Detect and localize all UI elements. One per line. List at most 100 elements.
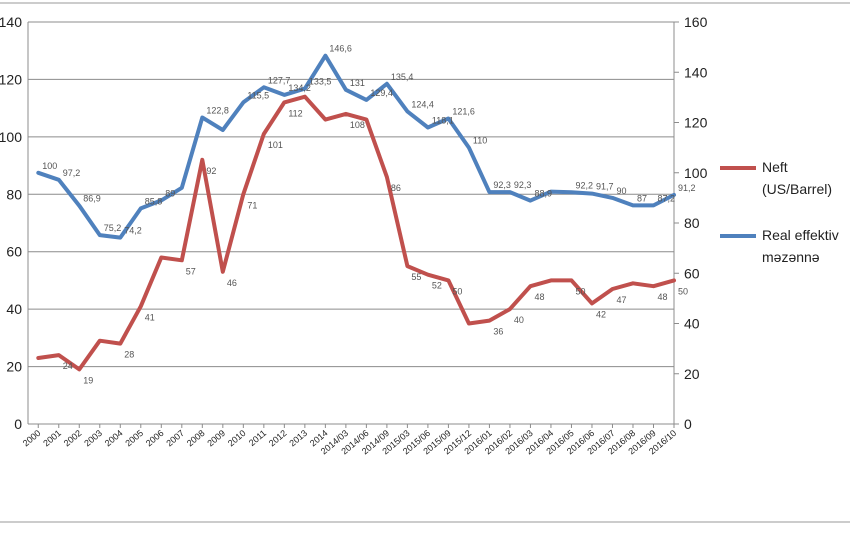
data-label: 108 bbox=[350, 120, 365, 130]
data-label: 100 bbox=[42, 161, 57, 171]
series-1-point bbox=[426, 126, 430, 130]
series-line-0 bbox=[36, 94, 676, 372]
series-0-point bbox=[344, 112, 348, 116]
data-label: 92 bbox=[206, 166, 216, 176]
left-y-axis: 0 20 40 60 80 100 120 140 bbox=[0, 14, 29, 432]
legend: Neft (US/Barrel) Real effektiv məzənnə bbox=[720, 159, 839, 265]
series-0-point bbox=[241, 192, 245, 196]
x-tick-label: 2009 bbox=[205, 428, 227, 449]
data-label: 52 bbox=[432, 281, 442, 291]
data-label: 48 bbox=[534, 292, 544, 302]
data-label: 24 bbox=[63, 361, 73, 371]
left-tick-label: 120 bbox=[0, 71, 22, 87]
data-label: 92,3 bbox=[493, 180, 511, 190]
series-1-point bbox=[467, 146, 471, 150]
data-label-layer: 24 19 28 41 57 92 46 71 101 112 108 86 55 52 50 36 40 48 5… bbox=[42, 44, 695, 386]
data-label: 91,7 bbox=[596, 182, 614, 192]
series-1-point bbox=[98, 233, 102, 237]
data-label: 87 bbox=[637, 193, 647, 203]
data-label: 88,9 bbox=[534, 189, 552, 199]
legend-label-1: Real effektiv bbox=[762, 227, 839, 243]
series-1-point bbox=[610, 196, 614, 200]
series-1-point bbox=[549, 190, 553, 194]
data-label: 89 bbox=[165, 188, 175, 198]
data-label: 101 bbox=[268, 140, 283, 150]
series-1-point bbox=[651, 203, 655, 207]
series-1-point bbox=[405, 109, 409, 113]
right-tick-label: 100 bbox=[684, 165, 708, 181]
series-1-point bbox=[508, 190, 512, 194]
series-0-point bbox=[528, 284, 532, 288]
series-0-point bbox=[262, 132, 266, 136]
data-label: 121,6 bbox=[452, 106, 475, 116]
series-0-point bbox=[610, 287, 614, 291]
left-tick-label: 20 bbox=[6, 359, 22, 375]
data-label: 46 bbox=[227, 278, 237, 288]
series-1-point bbox=[57, 178, 61, 182]
series-1-point bbox=[385, 82, 389, 86]
data-label: 74,2 bbox=[124, 226, 142, 236]
data-label: 133,5 bbox=[309, 77, 332, 87]
x-tick-label: 2002 bbox=[62, 428, 84, 449]
data-label: 90 bbox=[616, 186, 626, 196]
data-label: 122,8 bbox=[206, 105, 229, 115]
data-label: 57 bbox=[186, 266, 196, 276]
x-axis: 2000200120022003200420052006200720082009… bbox=[21, 424, 678, 456]
series-0-point bbox=[631, 281, 635, 285]
series-0-point bbox=[180, 258, 184, 262]
right-tick-label: 120 bbox=[684, 115, 708, 131]
data-label: 129,4 bbox=[370, 88, 393, 98]
series-1-point bbox=[262, 85, 266, 89]
series-0-point bbox=[98, 339, 102, 343]
x-tick-label: 2005 bbox=[123, 428, 145, 449]
data-label: 71 bbox=[247, 200, 257, 210]
right-tick-label: 0 bbox=[684, 416, 692, 432]
x-tick-label: 2001 bbox=[41, 428, 63, 449]
right-tick-label: 40 bbox=[684, 316, 700, 332]
data-label: 115,5 bbox=[247, 90, 269, 100]
series-1-point bbox=[303, 87, 307, 91]
series-0-point bbox=[405, 264, 409, 268]
data-label: 28 bbox=[124, 350, 134, 360]
series-0-point bbox=[590, 301, 594, 305]
data-label: 19 bbox=[83, 375, 93, 385]
series-1-point bbox=[36, 171, 40, 175]
data-label: 92,3 bbox=[514, 180, 532, 190]
x-tick-label: 2004 bbox=[103, 428, 125, 449]
series-1-point bbox=[118, 236, 122, 240]
series-0-point bbox=[487, 319, 491, 323]
x-tick-label: 2003 bbox=[82, 428, 104, 449]
data-label: 124,4 bbox=[411, 99, 434, 109]
x-tick-label: 2007 bbox=[164, 428, 186, 449]
series-0-point bbox=[426, 273, 430, 277]
series-0-point bbox=[303, 95, 307, 99]
series-1-point bbox=[77, 204, 81, 208]
data-label: 134,2 bbox=[288, 83, 311, 93]
x-tick-label: 2000 bbox=[21, 428, 43, 449]
data-label: 127,7 bbox=[268, 75, 291, 85]
series-0-point bbox=[282, 100, 286, 104]
series-1-point bbox=[159, 198, 163, 202]
data-label: 92,2 bbox=[575, 180, 593, 190]
data-label: 48 bbox=[657, 292, 667, 302]
right-tick-label: 60 bbox=[684, 265, 700, 281]
left-tick-label: 100 bbox=[0, 129, 22, 145]
series-0-point bbox=[446, 278, 450, 282]
legend-label-1-line2: məzənnə bbox=[762, 249, 820, 265]
right-y-axis: 0 20 40 60 80 100 120 140 160 bbox=[673, 14, 708, 432]
right-tick-label: 140 bbox=[684, 64, 708, 80]
series-1-point bbox=[241, 100, 245, 104]
series-0-point bbox=[221, 270, 225, 274]
series-1-point bbox=[590, 192, 594, 196]
series-1-point bbox=[180, 186, 184, 190]
right-tick-label: 80 bbox=[684, 215, 700, 231]
data-label: 86,9 bbox=[83, 194, 101, 204]
data-label: 47 bbox=[616, 295, 626, 305]
series-1-point bbox=[282, 93, 286, 97]
series-0-point bbox=[651, 284, 655, 288]
series-0-point bbox=[139, 304, 143, 308]
data-label: 110 bbox=[473, 136, 487, 146]
data-label: 91,2 bbox=[678, 183, 696, 193]
data-label: 85,8 bbox=[145, 196, 163, 206]
series-0-point bbox=[77, 367, 81, 371]
